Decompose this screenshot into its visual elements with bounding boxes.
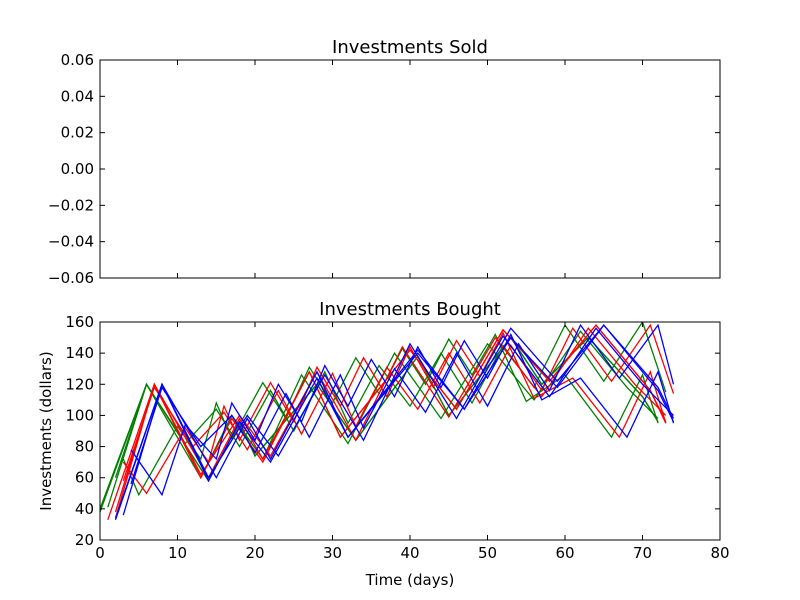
x-axis-label: Time (days)	[365, 571, 455, 589]
investments-sold-chart: Investments Sold 0.06 0.04 0.02 0.00 −0.02 −0…	[48, 37, 721, 287]
y-tick-label: 100	[65, 406, 94, 424]
y-tick-label: 40	[75, 500, 94, 518]
y-tick-label: 0.00	[61, 160, 94, 178]
series-line-3	[100, 336, 659, 510]
y-tick-label: −0.06	[48, 269, 94, 287]
series-line-7	[114, 327, 667, 513]
series-line-8	[114, 324, 667, 519]
y-tick-label: 120	[65, 375, 94, 393]
y-tick-label: −0.02	[48, 196, 94, 214]
y-tick-label: 0.04	[61, 87, 94, 105]
x-tick-label: 20	[245, 544, 264, 562]
x-ticks-bought: 0 10 20 30 40 50 60 70 80	[95, 322, 730, 562]
y-tick-label: 0.06	[61, 51, 94, 69]
series-line-4	[122, 333, 659, 497]
y-tick-label: 60	[75, 469, 94, 487]
plot-frame-sold	[99, 59, 721, 279]
x-tick-label: 40	[400, 544, 419, 562]
y-tick-label: 160	[65, 313, 94, 331]
x-tick-label: 60	[555, 544, 574, 562]
x-tick-label: 70	[633, 544, 652, 562]
series-line-9	[122, 331, 667, 495]
y-ticks-bought: 20 40 60 80 100 120 140 160	[65, 313, 720, 549]
series-line-12	[122, 327, 674, 516]
y-tick-label: 80	[75, 438, 94, 456]
series-line-14	[130, 333, 675, 497]
investments-bought-chart: Investments Bought 20406080100120140160 …	[37, 299, 730, 589]
x-ticks-sold	[99, 60, 721, 278]
series-line-13	[114, 324, 675, 519]
x-tick-label: 80	[710, 544, 729, 562]
x-tick-label: 0	[95, 544, 105, 562]
chart-title-bought: Investments Bought	[319, 299, 501, 320]
x-tick-label: 50	[478, 544, 497, 562]
series-line-15	[130, 323, 675, 485]
y-ticks-sold: 0.06 0.04 0.02 0.00 −0.02 −0.04 −0.06	[48, 51, 720, 287]
y-tick-label: 0.02	[61, 124, 94, 142]
x-tick-label: 10	[168, 544, 187, 562]
series-line-10	[122, 323, 675, 482]
chart-title-sold: Investments Sold	[332, 37, 488, 58]
series-group	[100, 322, 675, 521]
y-tick-label: 20	[75, 531, 94, 549]
y-axis-label: Investments (dollars)	[37, 351, 55, 510]
y-tick-label: −0.04	[48, 233, 94, 251]
series-line-11	[114, 324, 675, 521]
y-tick-label: 140	[65, 344, 94, 362]
x-tick-label: 30	[323, 544, 342, 562]
plot-frame-bought	[99, 321, 721, 541]
